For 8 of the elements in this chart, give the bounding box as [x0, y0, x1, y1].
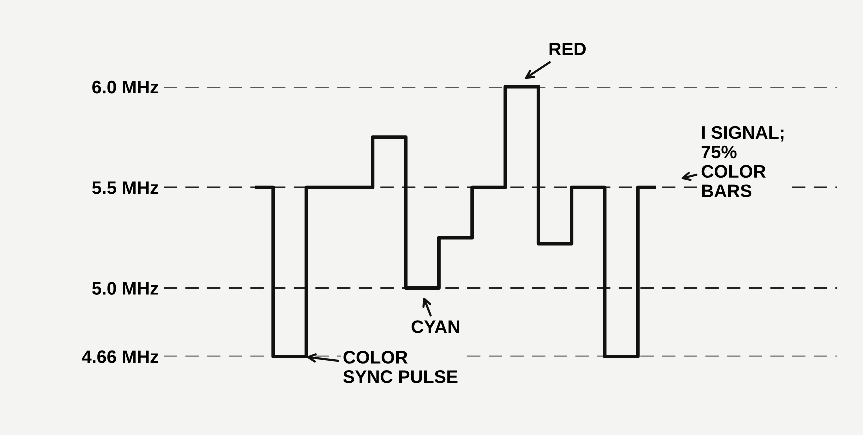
annotation: CYAN: [412, 320, 460, 334]
y-tick-label: 5.0 MHz: [92, 282, 158, 295]
text: RED: [550, 43, 586, 56]
y-tick-label: 5.5 MHz: [92, 182, 158, 194]
y-tick-label: 6.0 MHz: [92, 80, 158, 94]
y-tick-label: 4.66 MHz: [82, 350, 158, 364]
annotation: COLOR SYNC PULSE: [344, 351, 458, 384]
text: I SIGNAL; 75% COLOR BARS: [702, 126, 784, 198]
